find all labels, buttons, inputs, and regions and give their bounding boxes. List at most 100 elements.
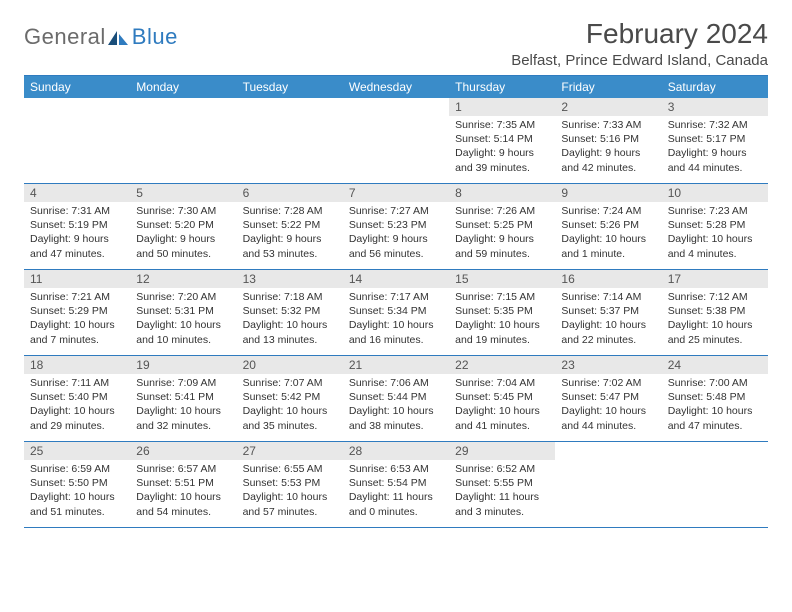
sunset-line: Sunset: 5:26 PM xyxy=(561,218,655,232)
sunrise-line: Sunrise: 6:53 AM xyxy=(349,462,443,476)
day-number: 1 xyxy=(449,98,555,116)
daylight-line: Daylight: 9 hours and 53 minutes. xyxy=(243,232,337,260)
daylight-line: Daylight: 11 hours and 0 minutes. xyxy=(349,490,443,518)
day-cell: 24Sunrise: 7:00 AMSunset: 5:48 PMDayligh… xyxy=(662,356,768,441)
empty-cell xyxy=(237,98,343,183)
day-cell: 10Sunrise: 7:23 AMSunset: 5:28 PMDayligh… xyxy=(662,184,768,269)
daylight-line: Daylight: 10 hours and 41 minutes. xyxy=(455,404,549,432)
sunset-line: Sunset: 5:22 PM xyxy=(243,218,337,232)
day-cell: 23Sunrise: 7:02 AMSunset: 5:47 PMDayligh… xyxy=(555,356,661,441)
sunset-line: Sunset: 5:23 PM xyxy=(349,218,443,232)
day-number: 23 xyxy=(555,356,661,374)
day-number: 3 xyxy=(662,98,768,116)
weekday-header: Thursday xyxy=(449,76,555,98)
day-cell: 20Sunrise: 7:07 AMSunset: 5:42 PMDayligh… xyxy=(237,356,343,441)
day-number: 27 xyxy=(237,442,343,460)
sunset-line: Sunset: 5:35 PM xyxy=(455,304,549,318)
day-number: 4 xyxy=(24,184,130,202)
sunrise-line: Sunrise: 7:17 AM xyxy=(349,290,443,304)
day-number: 21 xyxy=(343,356,449,374)
sunset-line: Sunset: 5:19 PM xyxy=(30,218,124,232)
weekday-header-row: SundayMondayTuesdayWednesdayThursdayFrid… xyxy=(24,76,768,98)
empty-cell xyxy=(662,442,768,527)
sunset-line: Sunset: 5:48 PM xyxy=(668,390,762,404)
daylight-line: Daylight: 10 hours and 54 minutes. xyxy=(136,490,230,518)
sunset-line: Sunset: 5:55 PM xyxy=(455,476,549,490)
day-cell: 14 Sunrise: 7:17 AMSunset: 5:34 PMDayligh… xyxy=(343,270,449,355)
day-details: Sunrise: 7:09 AMSunset: 5:41 PMDaylight:… xyxy=(130,374,236,437)
daylight-line: Daylight: 9 hours and 44 minutes. xyxy=(668,146,762,174)
sunrise-line: Sunrise: 7:33 AM xyxy=(561,118,655,132)
sunrise-line: Sunrise: 7:27 AM xyxy=(349,204,443,218)
day-cell: 25Sunrise: 6:59 AMSunset: 5:50 PMDayligh… xyxy=(24,442,130,527)
day-cell: 12Sunrise: 7:20 AMSunset: 5:31 PMDayligh… xyxy=(130,270,236,355)
day-cell: 19Sunrise: 7:09 AMSunset: 5:41 PMDayligh… xyxy=(130,356,236,441)
title-block: February 2024 Belfast, Prince Edward Isl… xyxy=(511,18,768,69)
day-number: 14 xyxy=(343,270,449,288)
daylight-line: Daylight: 10 hours and 32 minutes. xyxy=(136,404,230,432)
day-cell: 8Sunrise: 7:26 AMSunset: 5:25 PMDaylight… xyxy=(449,184,555,269)
calendar: SundayMondayTuesdayWednesdayThursdayFrid… xyxy=(24,75,768,528)
day-number: 10 xyxy=(662,184,768,202)
daylight-line: Daylight: 10 hours and 10 minutes. xyxy=(136,318,230,346)
sunrise-line: Sunrise: 7:18 AM xyxy=(243,290,337,304)
empty-cell xyxy=(555,442,661,527)
daylight-line: Daylight: 10 hours and 7 minutes. xyxy=(30,318,124,346)
day-cell: 21Sunrise: 7:06 AMSunset: 5:44 PMDayligh… xyxy=(343,356,449,441)
daylight-line: Daylight: 10 hours and 25 minutes. xyxy=(668,318,762,346)
logo-word-2: Blue xyxy=(132,24,178,50)
sunrise-line: Sunrise: 7:12 AM xyxy=(668,290,762,304)
sunset-line: Sunset: 5:44 PM xyxy=(349,390,443,404)
day-number: 18 xyxy=(24,356,130,374)
daylight-line: Daylight: 9 hours and 56 minutes. xyxy=(349,232,443,260)
sunset-line: Sunset: 5:38 PM xyxy=(668,304,762,318)
day-details: Sunrise: 7:27 AMSunset: 5:23 PMDaylight:… xyxy=(343,202,449,265)
sunrise-line: Sunrise: 7:21 AM xyxy=(30,290,124,304)
sunrise-line: Sunrise: 7:26 AM xyxy=(455,204,549,218)
page-title: February 2024 xyxy=(511,18,768,50)
day-number: 11 xyxy=(24,270,130,288)
day-number: 26 xyxy=(130,442,236,460)
day-cell: 16Sunrise: 7:14 AMSunset: 5:37 PMDayligh… xyxy=(555,270,661,355)
sunrise-line: Sunrise: 7:14 AM xyxy=(561,290,655,304)
day-cell: 6Sunrise: 7:28 AMSunset: 5:22 PMDaylight… xyxy=(237,184,343,269)
day-number: 2 xyxy=(555,98,661,116)
sunset-line: Sunset: 5:51 PM xyxy=(136,476,230,490)
day-cell: 4Sunrise: 7:31 AMSunset: 5:19 PMDaylight… xyxy=(24,184,130,269)
day-number: 7 xyxy=(343,184,449,202)
sunset-line: Sunset: 5:37 PM xyxy=(561,304,655,318)
day-number: 6 xyxy=(237,184,343,202)
day-details: Sunrise: 7:07 AMSunset: 5:42 PMDaylight:… xyxy=(237,374,343,437)
sunrise-line: Sunrise: 7:06 AM xyxy=(349,376,443,390)
empty-cell xyxy=(343,98,449,183)
day-details: Sunrise: 7:31 AMSunset: 5:19 PMDaylight:… xyxy=(24,202,130,265)
daylight-line: Daylight: 9 hours and 42 minutes. xyxy=(561,146,655,174)
day-cell: 7Sunrise: 7:27 AMSunset: 5:23 PMDaylight… xyxy=(343,184,449,269)
day-number: 29 xyxy=(449,442,555,460)
sunrise-line: Sunrise: 7:02 AM xyxy=(561,376,655,390)
day-cell: 1Sunrise: 7:35 AMSunset: 5:14 PMDaylight… xyxy=(449,98,555,183)
calendar-week: 25Sunrise: 6:59 AMSunset: 5:50 PMDayligh… xyxy=(24,442,768,528)
sunset-line: Sunset: 5:28 PM xyxy=(668,218,762,232)
sunset-line: Sunset: 5:34 PM xyxy=(349,304,443,318)
daylight-line: Daylight: 9 hours and 47 minutes. xyxy=(30,232,124,260)
sunrise-line: Sunrise: 7:35 AM xyxy=(455,118,549,132)
sunset-line: Sunset: 5:20 PM xyxy=(136,218,230,232)
day-cell: 29Sunrise: 6:52 AMSunset: 5:55 PMDayligh… xyxy=(449,442,555,527)
calendar-week: 18Sunrise: 7:11 AMSunset: 5:40 PMDayligh… xyxy=(24,356,768,442)
weekday-header: Wednesday xyxy=(343,76,449,98)
sunrise-line: Sunrise: 7:20 AM xyxy=(136,290,230,304)
header: General Blue February 2024 Belfast, Prin… xyxy=(24,18,768,69)
day-number: 13 xyxy=(237,270,343,288)
day-details: Sunrise: 7:30 AMSunset: 5:20 PMDaylight:… xyxy=(130,202,236,265)
weekday-header: Saturday xyxy=(662,76,768,98)
daylight-line: Daylight: 9 hours and 59 minutes. xyxy=(455,232,549,260)
weekday-header: Friday xyxy=(555,76,661,98)
sunrise-line: Sunrise: 7:31 AM xyxy=(30,204,124,218)
daylight-line: Daylight: 10 hours and 16 minutes. xyxy=(349,318,443,346)
calendar-week: 1Sunrise: 7:35 AMSunset: 5:14 PMDaylight… xyxy=(24,98,768,184)
day-details: Sunrise: 6:57 AMSunset: 5:51 PMDaylight:… xyxy=(130,460,236,523)
day-number: 16 xyxy=(555,270,661,288)
day-number: 12 xyxy=(130,270,236,288)
empty-cell xyxy=(24,98,130,183)
